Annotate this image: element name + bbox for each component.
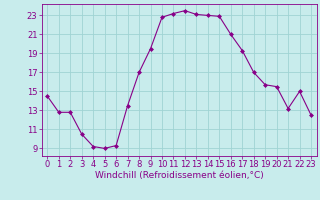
X-axis label: Windchill (Refroidissement éolien,°C): Windchill (Refroidissement éolien,°C) <box>95 171 264 180</box>
